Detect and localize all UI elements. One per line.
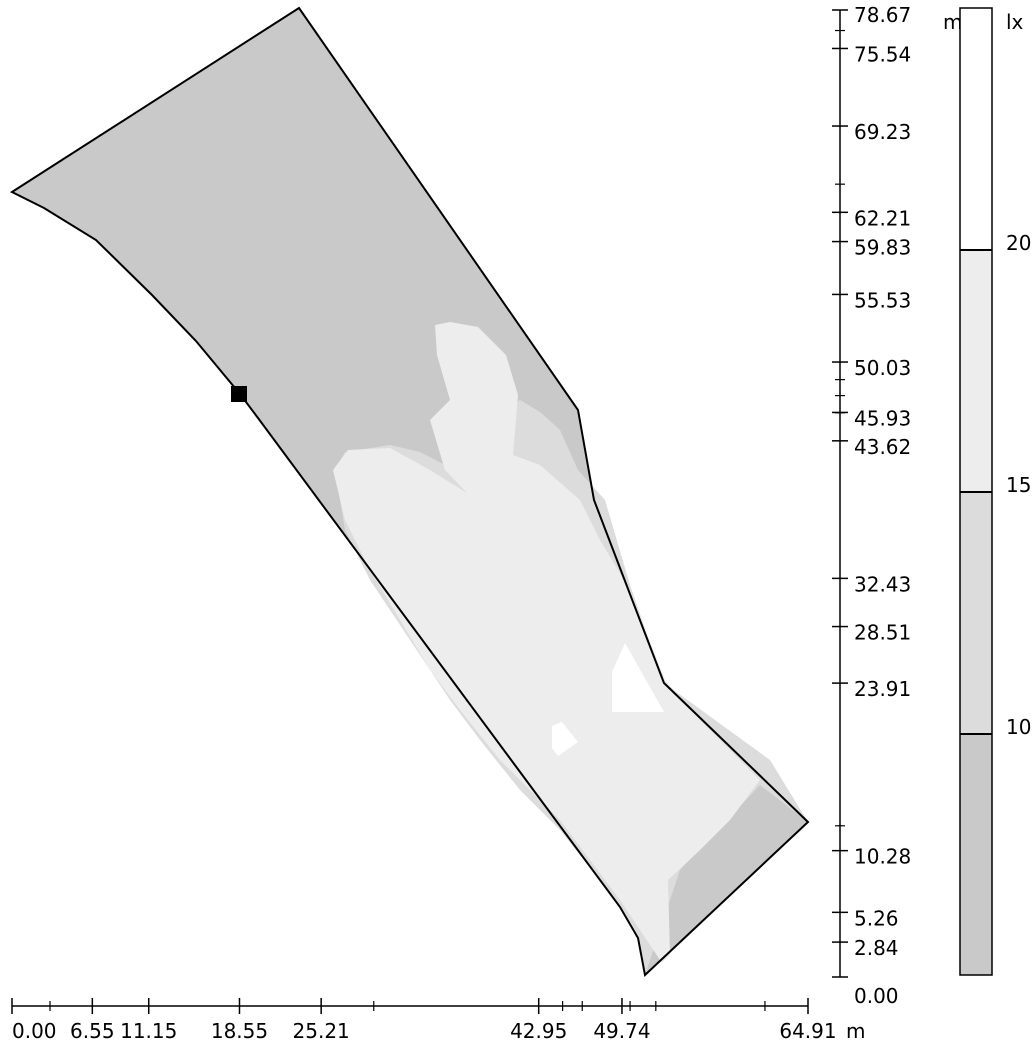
legend-band-above-20: [960, 8, 992, 250]
area-outline: [9, 6, 810, 977]
y-tick-label: 10.28: [854, 845, 911, 869]
zone-15-20-upper: [430, 322, 518, 517]
luminaire-marker: [231, 386, 247, 402]
x-tick-label: 18.55: [211, 1019, 268, 1043]
y-axis-ticks: 78.67 75.54 69.23 62.21 59.83 55.53 50.03 45.93…: [832, 3, 911, 1008]
y-tick-label: 5.26: [854, 906, 899, 930]
y-tick-label: 62.21: [854, 206, 911, 230]
x-axis-unit: m: [846, 1019, 865, 1043]
y-axis: 78.67 75.54 69.23 62.21 59.83 55.53 50.03 45.93…: [832, 3, 962, 1008]
illuminance-zones: [12, 8, 808, 975]
legend-band-below-10: [960, 734, 992, 975]
zone-15-20-main: [333, 448, 760, 963]
y-tick-label: 23.91: [854, 677, 911, 701]
x-tick-label: 6.55: [70, 1019, 115, 1043]
y-tick-label: 45.93: [854, 406, 911, 430]
y-tick-label: 50.03: [854, 356, 911, 380]
x-tick-label: 64.91: [779, 1019, 836, 1043]
legend-unit: lx: [1006, 10, 1024, 34]
y-tick-label: 2.84: [854, 936, 899, 960]
y-tick-label: 78.67: [854, 3, 911, 27]
y-tick-label: 59.83: [854, 236, 911, 260]
x-axis-ticks: 0.00 6.55 11.15 18.55 25.21 42.95 49.74 64.91: [11, 998, 837, 1043]
y-tick-label: 28.51: [854, 621, 911, 645]
illuminance-legend: lx 20 15 10: [959, 7, 1031, 976]
legend-level-15: 15: [1006, 473, 1031, 497]
y-tick-label: 55.53: [854, 288, 911, 312]
legend-band-10-15: [960, 492, 992, 734]
y-tick-label: 43.62: [854, 435, 911, 459]
legend-level-10: 10: [1006, 715, 1031, 739]
x-tick-label: 49.74: [593, 1019, 650, 1043]
legend-band-15-20: [960, 250, 992, 492]
legend-level-20: 20: [1006, 231, 1031, 255]
y-axis-unit: m: [943, 10, 962, 34]
zone-above-20-a: [612, 643, 664, 712]
y-tick-label: 32.43: [854, 572, 911, 596]
x-tick-label: 11.15: [120, 1019, 177, 1043]
zone-above-20-b: [552, 722, 578, 756]
x-tick-label: 0.00: [12, 1019, 57, 1043]
y-tick-label: 0.00: [854, 984, 899, 1008]
x-tick-label: 25.21: [293, 1019, 350, 1043]
y-tick-label: 75.54: [854, 42, 911, 66]
x-tick-label: 42.95: [510, 1019, 567, 1043]
x-axis: 0.00 6.55 11.15 18.55 25.21 42.95 49.74 64.91 m: [11, 998, 865, 1043]
y-tick-label: 69.23: [854, 120, 911, 144]
